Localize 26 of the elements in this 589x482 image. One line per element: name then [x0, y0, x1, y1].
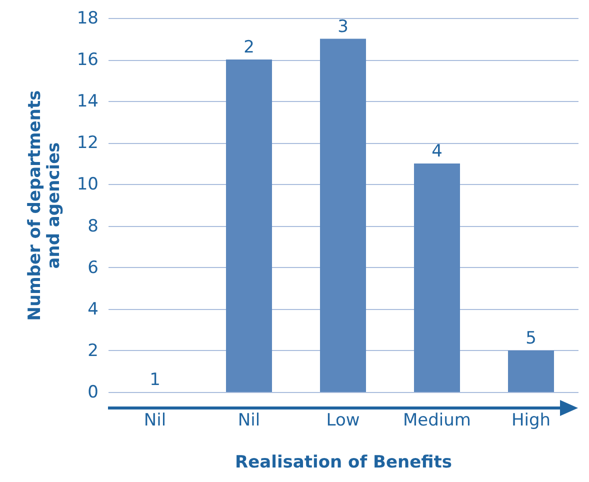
y-tick-label: 18 [76, 8, 98, 28]
y-tick-label: 0 [88, 382, 98, 402]
x-tick-label: Nil [144, 410, 166, 430]
x-tick-label: Nil [238, 410, 260, 430]
annotation: 3 [338, 16, 348, 37]
x-axis-title: Realisation of Benefits [235, 452, 452, 472]
y-tick-label: 10 [76, 174, 98, 195]
y-tick-label: 6 [88, 258, 98, 278]
bar [320, 38, 366, 392]
annotation: 4 [432, 141, 442, 162]
annotation: 1 [150, 370, 160, 390]
y-tick-label: 4 [88, 299, 98, 320]
annotation: 5 [526, 328, 536, 348]
x-tick-label: Low [326, 410, 360, 430]
x-tick-label: Medium [403, 410, 471, 430]
y-tick-label: 8 [88, 216, 98, 236]
bar [414, 163, 460, 392]
y-axis-title: Number of departments and agencies [24, 90, 64, 321]
x-tick-label: High [511, 410, 551, 430]
y-tick-label: 2 [88, 340, 98, 361]
annotation: 2 [244, 38, 254, 58]
y-tick-label: 14 [76, 92, 98, 112]
y-tick-label: 12 [76, 133, 98, 154]
y-tick-label: 16 [76, 50, 98, 70]
bar [508, 350, 554, 392]
bar [226, 60, 272, 392]
